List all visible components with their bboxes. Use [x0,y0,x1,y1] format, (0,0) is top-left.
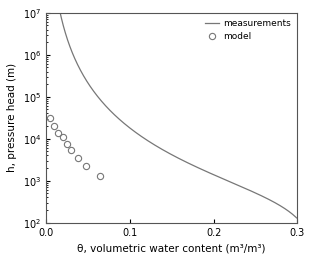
model [99,174,102,178]
measurements [232,182,236,185]
measurements [56,0,60,3]
model [69,148,73,151]
measurements [295,216,299,219]
Line: measurements: measurements [58,1,297,218]
Line: model: model [47,114,104,179]
Y-axis label: h, pressure head (m): h, pressure head (m) [7,63,17,172]
Legend: measurements, model: measurements, model [203,17,293,43]
measurements [100,101,104,104]
measurements [275,202,279,205]
X-axis label: θ, volumetric water content (m³/m³): θ, volumetric water content (m³/m³) [77,243,266,253]
model [65,142,69,146]
measurements [202,169,206,172]
model [56,131,60,134]
model [52,125,56,128]
model [48,116,52,119]
model [76,156,80,159]
model [84,165,88,168]
measurements [70,49,73,53]
measurements [242,186,246,189]
model [61,135,65,139]
